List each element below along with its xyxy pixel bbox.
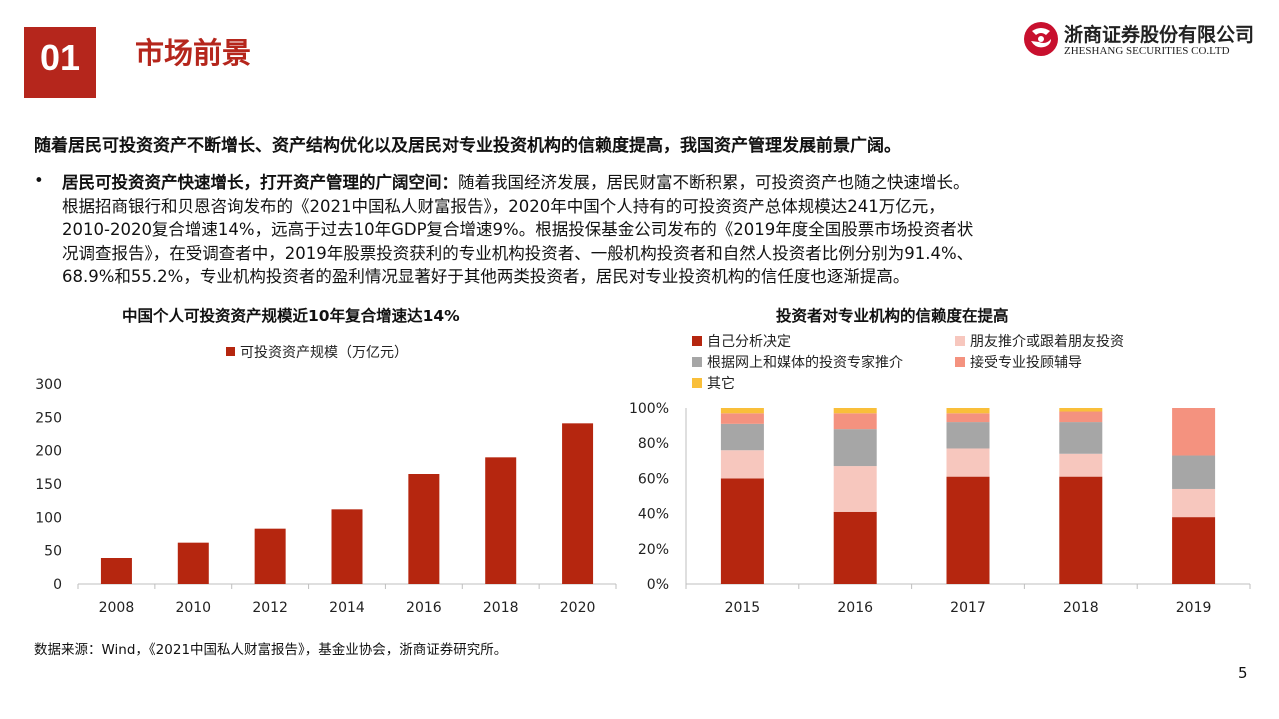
headline: 随着居民可投资资产不断增长、资产结构优化以及居民对专业投资机构的信赖度提高，我国… bbox=[34, 136, 901, 156]
y-tick-label: 150 bbox=[35, 477, 62, 493]
bullet-paragraph: 居民可投资资产快速增长，打开资产管理的广阔空间：随着我国经济发展，居民财富不断积… bbox=[62, 171, 1232, 289]
legend-label: 其它 bbox=[707, 375, 735, 392]
y-tick-label: 200 bbox=[35, 444, 62, 460]
paragraph-line-1: 居民可投资资产快速增长，打开资产管理的广阔空间：随着我国经济发展，居民财富不断积… bbox=[62, 171, 1232, 195]
y-tick-label: 100 bbox=[35, 510, 62, 526]
section-number-badge: 01 bbox=[24, 27, 96, 98]
bullet-text: 随着我国经济发展，居民财富不断积累，可投资资产也随之快速增长。 bbox=[458, 173, 970, 192]
legend-swatch bbox=[692, 336, 702, 346]
section-title: 市场前景 bbox=[135, 36, 252, 70]
bar bbox=[254, 528, 286, 584]
x-tick-label: 2014 bbox=[329, 600, 365, 616]
y-tick-label: 20% bbox=[638, 542, 669, 558]
logo-english-name: ZHESHANG SECURITIES CO.LTD bbox=[1064, 45, 1230, 57]
bullet-marker: • bbox=[34, 171, 44, 190]
legend-label: 根据网上和媒体的投资专家推介 bbox=[707, 354, 903, 371]
bar-segment bbox=[1172, 408, 1216, 456]
x-tick-label: 2018 bbox=[483, 600, 519, 616]
bar-segment bbox=[833, 408, 877, 414]
bar-segment bbox=[833, 429, 877, 467]
legend-swatch bbox=[955, 336, 965, 346]
paragraph-line-2: 根据招商银行和贝恩咨询发布的《2021中国私人财富报告》，2020年中国个人持有… bbox=[62, 196, 945, 216]
x-tick-label: 2016 bbox=[837, 600, 873, 616]
legend-swatch bbox=[955, 357, 965, 367]
legend-swatch bbox=[692, 357, 702, 367]
legend-label: 可投资资产规模（万亿元） bbox=[240, 345, 408, 361]
y-tick-label: 100% bbox=[629, 401, 669, 417]
x-tick-label: 2020 bbox=[560, 600, 596, 616]
chart-1-title: 中国个人可投资资产规模近10年复合增速达14% bbox=[122, 307, 460, 325]
bar bbox=[485, 457, 517, 584]
bar bbox=[100, 558, 132, 584]
zheshang-logo-icon bbox=[1024, 22, 1058, 56]
x-tick-label: 2012 bbox=[252, 600, 288, 616]
legend-label: 自己分析决定 bbox=[707, 334, 791, 350]
bar-segment bbox=[1059, 476, 1103, 584]
legend-label: 接受专业投顾辅导 bbox=[970, 354, 1082, 371]
paragraph-line-5: 68.9%和55.2%，专业机构投资者的盈利情况显著好于其他两类投资者，居民对专… bbox=[62, 267, 910, 286]
bar-segment bbox=[1059, 411, 1103, 423]
legend-swatch bbox=[692, 378, 702, 388]
bar-segment bbox=[720, 423, 764, 451]
company-logo: 浙商证券股份有限公司 ZHESHANG SECURITIES CO.LTD bbox=[1022, 19, 1255, 61]
bar-segment bbox=[720, 408, 764, 414]
bar-segment bbox=[1059, 422, 1103, 454]
bar bbox=[331, 509, 363, 584]
investable-assets-bar-chart: 可投资资产规模（万亿元） 0 50 100 150 200 250 300 2008 2010 20… bbox=[35, 345, 617, 616]
bar-segment bbox=[720, 478, 764, 584]
y-tick-label: 300 bbox=[35, 377, 62, 393]
bar-segment bbox=[1059, 408, 1103, 412]
bar-segment bbox=[720, 450, 764, 479]
page-number: 5 bbox=[1238, 664, 1248, 682]
x-tick-label: 2018 bbox=[1063, 600, 1099, 616]
bar-segment bbox=[946, 413, 990, 423]
data-source-note: 数据来源：Wind，《2021中国私人财富报告》，基金业协会，浙商证券研究所。 bbox=[34, 642, 508, 658]
bar bbox=[408, 474, 440, 584]
bar-segment bbox=[946, 422, 990, 449]
y-tick-label: 0 bbox=[53, 577, 62, 593]
paragraph-line-4: 况调查报告》，在受调查者中，2019年股票投资获利的专业机构投资者、一般机构投资… bbox=[62, 243, 974, 263]
bar-segment bbox=[1059, 453, 1103, 477]
bar-segment bbox=[833, 511, 877, 584]
y-tick-label: 40% bbox=[638, 507, 669, 523]
bar bbox=[562, 423, 594, 584]
bar-segment bbox=[720, 413, 764, 424]
bullet-lead: 居民可投资资产快速增长，打开资产管理的广阔空间： bbox=[62, 173, 458, 192]
x-tick-label: 2016 bbox=[406, 600, 442, 616]
paragraph-line-3: 2010-2020复合增速14%，远高于过去10年GDP复合增速9%。根据投保基… bbox=[62, 220, 974, 239]
x-tick-label: 2019 bbox=[1176, 600, 1212, 616]
bar bbox=[177, 542, 209, 584]
y-tick-label: 250 bbox=[35, 410, 62, 426]
bar-segment bbox=[946, 408, 990, 414]
legend-label: 朋友推介或跟着朋友投资 bbox=[970, 334, 1124, 350]
y-tick-label: 80% bbox=[638, 436, 669, 452]
y-tick-label: 60% bbox=[638, 471, 669, 487]
y-tick-label: 50 bbox=[44, 544, 62, 560]
x-tick-label: 2008 bbox=[99, 600, 135, 616]
x-tick-label: 2017 bbox=[950, 600, 986, 616]
x-tick-label: 2015 bbox=[725, 600, 761, 616]
logo-chinese-name: 浙商证券股份有限公司 bbox=[1064, 24, 1255, 46]
legend-swatch bbox=[226, 347, 235, 356]
x-tick-label: 2010 bbox=[175, 600, 211, 616]
bar-segment bbox=[833, 466, 877, 512]
bar-segment bbox=[1172, 455, 1216, 489]
bar-segment bbox=[833, 413, 877, 430]
bar-segment bbox=[946, 476, 990, 584]
bar-segment bbox=[1172, 488, 1216, 518]
y-tick-label: 0% bbox=[647, 577, 669, 593]
section-number: 01 bbox=[39, 37, 81, 78]
chart-2-title: 投资者对专业机构的信赖度在提高 bbox=[776, 307, 1009, 325]
bar-segment bbox=[946, 448, 990, 477]
bar-segment bbox=[1172, 517, 1216, 584]
